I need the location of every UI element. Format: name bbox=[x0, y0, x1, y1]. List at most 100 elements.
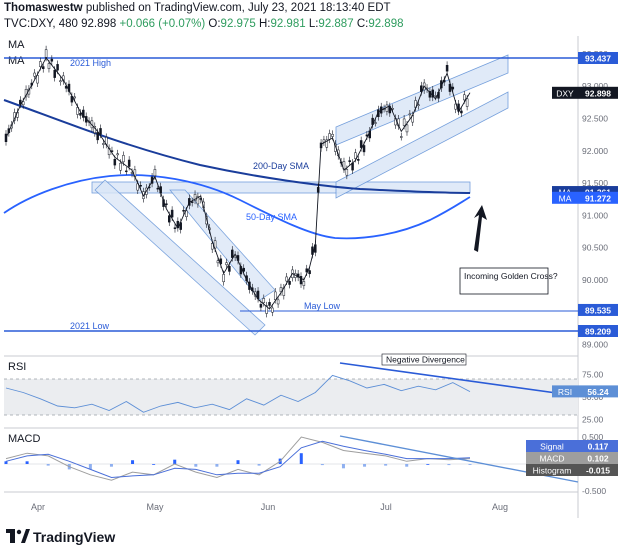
histogram-bar bbox=[4, 461, 8, 464]
candle-body bbox=[119, 162, 122, 171]
candle-body bbox=[44, 49, 48, 58]
candle-body bbox=[36, 75, 39, 84]
histogram-bar bbox=[236, 460, 240, 464]
candle-body bbox=[359, 140, 363, 148]
candle-body bbox=[348, 160, 351, 162]
candle-body bbox=[299, 276, 303, 285]
time-tick: Apr bbox=[31, 502, 45, 512]
candle-body bbox=[400, 136, 403, 138]
histogram-bar bbox=[447, 464, 451, 466]
candle-body bbox=[357, 159, 360, 161]
rsi-label: RSI bbox=[8, 361, 26, 373]
price-candles bbox=[4, 45, 469, 318]
tag-value: 89.535 bbox=[585, 305, 611, 315]
candle-body bbox=[168, 215, 171, 223]
macd-tag-label-bg bbox=[526, 440, 578, 452]
candle-body bbox=[385, 104, 389, 112]
tag-label: MA bbox=[559, 193, 572, 203]
candle-body bbox=[271, 307, 274, 313]
candle-body bbox=[170, 209, 174, 218]
candle-body bbox=[308, 270, 311, 275]
macd-tag-value-bg bbox=[578, 440, 618, 452]
sma200-line bbox=[3, 99, 471, 194]
candle-body bbox=[156, 187, 160, 190]
candle-body bbox=[73, 96, 76, 99]
macd-tag-label-bg bbox=[526, 464, 578, 476]
golden-cross-box bbox=[459, 267, 549, 295]
macd-label: MACD bbox=[8, 433, 40, 445]
tag-label: DXY bbox=[556, 88, 574, 98]
candle-body bbox=[325, 139, 329, 148]
candle-body bbox=[153, 169, 157, 177]
candle-body bbox=[391, 108, 394, 110]
candle-body bbox=[41, 66, 45, 70]
histogram-bar bbox=[363, 464, 367, 467]
candle-body bbox=[122, 155, 125, 163]
histogram-bar bbox=[320, 464, 324, 466]
ascending-channel-upper bbox=[335, 54, 509, 146]
candle-body bbox=[231, 249, 234, 258]
last-price: 92.898 bbox=[81, 18, 117, 30]
macd-tag-label: Histogram bbox=[533, 466, 572, 476]
candle-body bbox=[405, 124, 409, 133]
histogram-bar bbox=[152, 464, 156, 465]
low-2021-label: 2021 Low bbox=[70, 321, 110, 331]
histogram-bar bbox=[46, 464, 50, 466]
candle-body bbox=[434, 95, 437, 97]
candle-body bbox=[113, 158, 117, 166]
tag-value-bg bbox=[578, 52, 618, 64]
candle-body bbox=[354, 152, 357, 159]
macd-tag-label-bg bbox=[526, 452, 578, 464]
candle-body bbox=[125, 170, 128, 173]
histogram-bar bbox=[384, 464, 388, 466]
candle-body bbox=[417, 104, 420, 106]
tag-value: 91.272 bbox=[585, 193, 611, 203]
tag-value: 93.437 bbox=[585, 54, 611, 64]
candle-body bbox=[225, 262, 228, 266]
candle-body bbox=[196, 196, 200, 205]
candle-body bbox=[79, 112, 82, 116]
price-tick: 92.500 bbox=[582, 114, 608, 124]
rsi-tag-label-bg bbox=[552, 385, 578, 398]
candle-body bbox=[408, 113, 412, 116]
candle-body bbox=[59, 80, 62, 83]
sma50-label: 50-Day SMA bbox=[246, 212, 297, 222]
candle-body bbox=[288, 280, 291, 285]
price-tick: 91.500 bbox=[582, 178, 608, 188]
macd-tag-value-bg bbox=[578, 464, 618, 476]
candle-body bbox=[216, 260, 220, 264]
histogram-bar bbox=[194, 464, 198, 467]
candle-body bbox=[431, 89, 435, 98]
candle-body bbox=[47, 63, 51, 69]
histogram-bar bbox=[88, 464, 92, 470]
histogram-bar bbox=[215, 464, 219, 467]
high-2021-label: 2021 High bbox=[70, 58, 111, 68]
tradingview-logo[interactable]: TradingView bbox=[6, 529, 115, 545]
may-low-label: May Low bbox=[304, 301, 341, 311]
candle-body bbox=[273, 291, 277, 300]
macd-tag-value: 0.117 bbox=[588, 442, 609, 452]
candle-body bbox=[139, 184, 142, 187]
candle-body bbox=[39, 61, 42, 67]
price-tick: 91.000 bbox=[582, 210, 608, 220]
rsi-tag-label: RSI bbox=[558, 387, 572, 397]
candle-body bbox=[345, 169, 349, 176]
candle-body bbox=[285, 276, 288, 282]
up-arrow-icon bbox=[474, 205, 487, 252]
candle-body bbox=[21, 101, 25, 106]
low-value: 92.887 bbox=[318, 18, 354, 30]
candle-body bbox=[50, 58, 54, 62]
histogram-bar bbox=[173, 459, 177, 464]
tag-value-bg bbox=[578, 303, 618, 316]
ascending-channel-lower bbox=[335, 91, 509, 199]
macd-tag-value: -0.015 bbox=[586, 466, 610, 476]
macd-line bbox=[5, 436, 471, 481]
histogram-bar bbox=[25, 461, 29, 464]
tag-value-bg bbox=[578, 325, 618, 337]
macd-tick: 0.500 bbox=[582, 432, 604, 442]
candle-body bbox=[328, 133, 331, 140]
candle-body bbox=[53, 69, 56, 78]
price-tick: 92.000 bbox=[582, 146, 608, 156]
candle-body bbox=[190, 201, 194, 203]
